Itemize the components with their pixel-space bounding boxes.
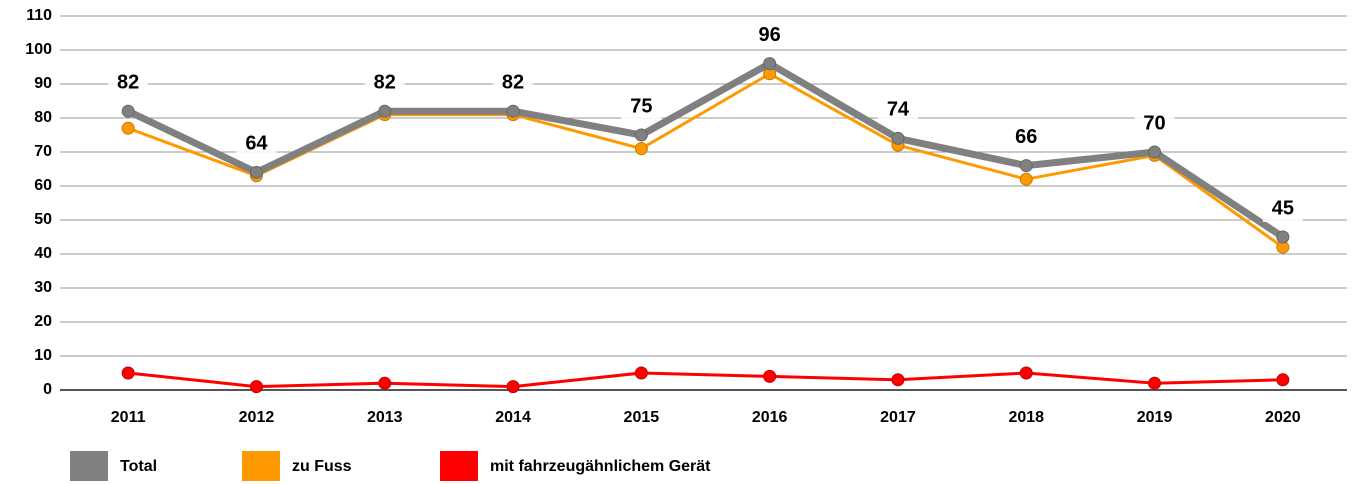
data-label-bg [621, 94, 662, 120]
y-tick-label: 50 [34, 211, 52, 228]
data-label-bg [1006, 124, 1047, 151]
data-point [378, 104, 392, 118]
x-tick-label: 2019 [1137, 409, 1173, 426]
data-point [1276, 373, 1290, 387]
legend-label: Total [120, 458, 157, 475]
x-tick-label: 2014 [495, 409, 531, 426]
data-point [121, 121, 135, 135]
y-tick-label: 40 [34, 245, 52, 262]
data-point [249, 380, 263, 394]
x-tick-label: 2013 [367, 409, 403, 426]
data-label: 75 [630, 95, 652, 117]
x-tick-label: 2012 [239, 409, 275, 426]
y-tick-label: 100 [25, 41, 52, 58]
data-label-bg [1134, 111, 1175, 137]
data-label-bg [877, 97, 918, 124]
data-point [506, 380, 520, 394]
series-line [126, 60, 1285, 240]
series-line [127, 371, 1283, 389]
y-tick-label: 60 [34, 177, 52, 194]
data-label: 64 [245, 133, 268, 155]
x-tick-label: 2015 [624, 409, 660, 426]
data-point [1019, 366, 1033, 380]
data-label: 74 [887, 99, 910, 121]
x-tick-label: 2017 [880, 409, 916, 426]
data-point [378, 376, 392, 390]
y-tick-label: 30 [34, 279, 52, 296]
y-tick-label: 0 [43, 381, 52, 398]
data-label: 82 [502, 71, 524, 93]
y-tick-label: 70 [34, 143, 52, 160]
legend-swatch [440, 451, 478, 481]
data-point [763, 57, 777, 71]
data-point [634, 128, 648, 142]
data-point [763, 369, 777, 383]
data-label: 96 [759, 24, 781, 46]
data-point [121, 366, 135, 380]
legend-label: zu Fuss [292, 458, 352, 475]
data-label-bg [749, 22, 790, 49]
data-point [1276, 230, 1290, 244]
legend-swatch [70, 451, 108, 481]
data-label-bg [493, 70, 534, 97]
y-tick-label: 80 [34, 109, 52, 126]
legend-swatch [242, 451, 280, 481]
x-tick-label: 2018 [1008, 409, 1044, 426]
data-label: 66 [1015, 126, 1037, 148]
data-point [1019, 159, 1033, 173]
data-point [891, 131, 905, 145]
data-point [1019, 172, 1033, 186]
y-tick-label: 110 [26, 7, 52, 24]
data-point [634, 366, 648, 380]
x-tick-label: 2011 [111, 409, 146, 426]
data-label: 70 [1143, 112, 1165, 134]
data-label: 82 [374, 71, 396, 93]
data-label-bg [108, 70, 149, 97]
data-point [1148, 376, 1162, 390]
data-label: 82 [117, 71, 139, 93]
data-label: 45 [1272, 197, 1294, 219]
data-point [1148, 145, 1162, 159]
x-tick-label: 2020 [1265, 409, 1301, 426]
y-tick-label: 10 [34, 347, 52, 364]
data-label-bg [236, 131, 277, 158]
data-point [891, 373, 905, 387]
legend-label: mit fahrzeugähnlichem Gerät [490, 458, 711, 475]
data-point [634, 142, 648, 156]
data-point [249, 165, 263, 179]
data-point [506, 104, 520, 118]
y-tick-label: 20 [34, 313, 52, 330]
data-point [121, 104, 135, 118]
y-tick-label: 90 [34, 75, 52, 92]
data-label-bg [364, 70, 405, 97]
data-label-bg [1262, 196, 1303, 222]
x-tick-label: 2016 [752, 409, 788, 426]
